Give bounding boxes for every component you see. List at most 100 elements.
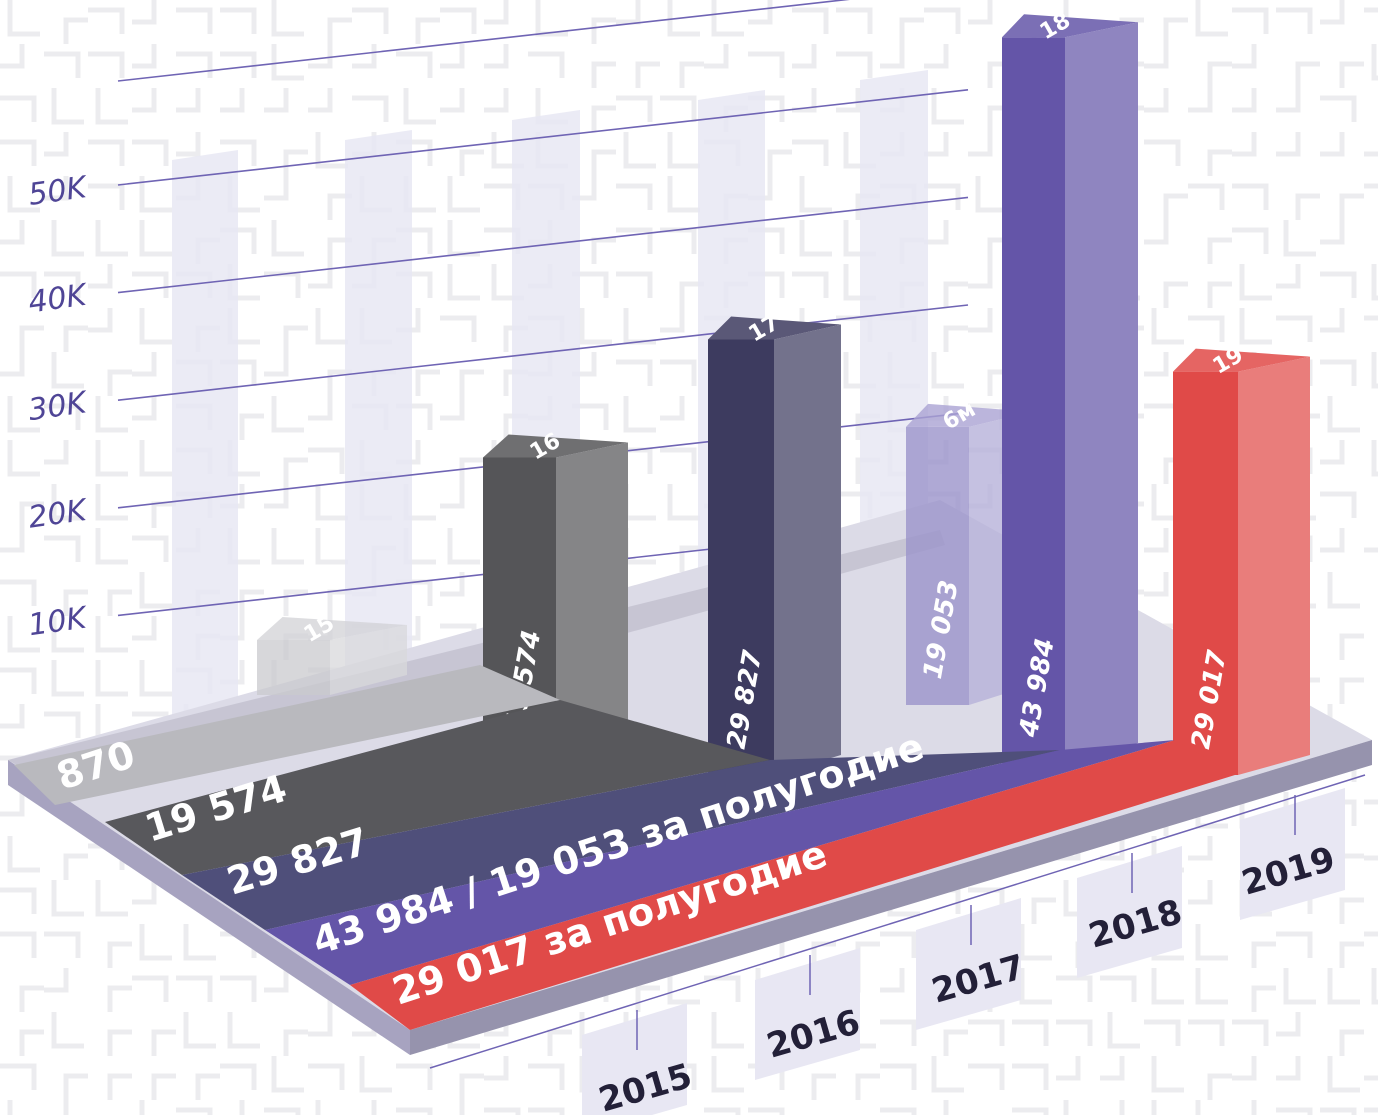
maze-segment (1320, 271, 1357, 298)
maze-segment (308, 44, 333, 69)
maze-segment (880, 1019, 917, 1046)
maze-segment (579, 308, 612, 345)
maze-segment (264, 271, 301, 298)
maze-segment (0, 95, 37, 122)
maze-segment (44, 535, 81, 562)
maze-segment (679, 61, 704, 88)
maze-segment (855, 941, 880, 968)
maze-segment (1339, 853, 1364, 880)
maze-segment (667, 132, 700, 169)
maze-segment (415, 17, 440, 44)
band-2 (182, 750, 1060, 930)
maze-segment (1339, 941, 1364, 968)
x-axis-line (429, 774, 1366, 1069)
maze-segment (459, 1073, 484, 1100)
maze-segment (799, 220, 832, 257)
maze-segment (899, 17, 924, 44)
maze-segment (1232, 44, 1257, 69)
gridline (117, 304, 969, 401)
maze-segment (459, 1100, 465, 1115)
maze-segment (924, 220, 949, 245)
maze-segment (1144, 403, 1181, 430)
bar-top-face (708, 316, 841, 340)
maze-segment (1151, 968, 1184, 1005)
maze-segment (1239, 308, 1272, 345)
y-tick-label: 30K (26, 385, 90, 428)
maze-segment (1295, 61, 1320, 88)
maze-segment (1276, 1056, 1301, 1081)
maze-segment (19, 501, 44, 528)
maze-segment (327, 17, 352, 44)
maze-segment (88, 139, 125, 166)
bar-side-face (1065, 22, 1138, 764)
bar-front-face (1173, 371, 1238, 775)
maze-segment (239, 589, 264, 616)
maze-segment (283, 149, 308, 176)
maze-segment (968, 132, 993, 157)
maze-segment (183, 924, 216, 961)
maze-segment (792, 139, 829, 166)
maze-segment (139, 176, 172, 213)
gridline (117, 0, 850, 82)
bar-top-face (1173, 348, 1310, 372)
maze-segment (7, 616, 40, 653)
maze-segment (151, 1029, 176, 1056)
maze-segment (51, 880, 84, 917)
maze-segment (1364, 547, 1378, 553)
maze-segment (836, 88, 861, 113)
maze-segment (63, 1100, 69, 1115)
maze-segment (396, 1063, 433, 1090)
maze-segment (591, 149, 616, 176)
maze-segment (264, 484, 289, 509)
maze-segment (132, 271, 169, 298)
maze-segment (1232, 227, 1269, 254)
maze-segment (271, 1056, 304, 1093)
maze-segment (0, 704, 25, 729)
maze-segment (975, 176, 1008, 213)
maze-segment (1276, 132, 1301, 157)
maze-segment (132, 139, 169, 166)
bar-side-face (774, 324, 841, 775)
maze-segment (51, 484, 84, 521)
bar-side-face (1238, 356, 1310, 775)
maze-segment (484, 1107, 521, 1115)
maze-segment (0, 271, 37, 298)
maze-segment (95, 616, 128, 653)
maze-segment (95, 440, 128, 477)
maze-segment (836, 7, 873, 34)
maze-segment (1371, 352, 1378, 389)
maze-segment (811, 941, 836, 968)
maze-segment (1012, 1063, 1049, 1090)
maze-segment (1144, 528, 1169, 553)
maze-segment (924, 44, 949, 69)
maze-segment (220, 88, 245, 113)
maze-segment (1339, 1029, 1364, 1056)
maze-segment (1195, 0, 1228, 37)
maze-segment (7, 836, 40, 873)
maze-segment (572, 403, 609, 430)
maze-segment (107, 1029, 132, 1056)
maze-segment (1364, 183, 1378, 189)
maze-segment (88, 183, 125, 210)
maze-segment (151, 1073, 176, 1100)
maze-segment (308, 1012, 333, 1037)
maze-segment (660, 447, 697, 474)
maze-segment (1283, 968, 1316, 1005)
maze-segment (1276, 315, 1313, 342)
y-tick-label: 40K (26, 277, 90, 320)
maze-segment (1207, 1073, 1232, 1100)
maze-segment (440, 7, 477, 34)
maze-segment (1276, 931, 1313, 958)
maze-segment (0, 139, 37, 166)
y-tick-label: 10K (26, 600, 90, 643)
maze-segment (95, 220, 128, 257)
gridline (117, 89, 969, 186)
maze-segment (7, 396, 40, 433)
maze-segment (943, 281, 968, 308)
maze-segment (371, 1100, 377, 1115)
maze-segment (139, 1100, 145, 1115)
maze-segment (95, 396, 128, 433)
maze-segment (107, 941, 132, 968)
